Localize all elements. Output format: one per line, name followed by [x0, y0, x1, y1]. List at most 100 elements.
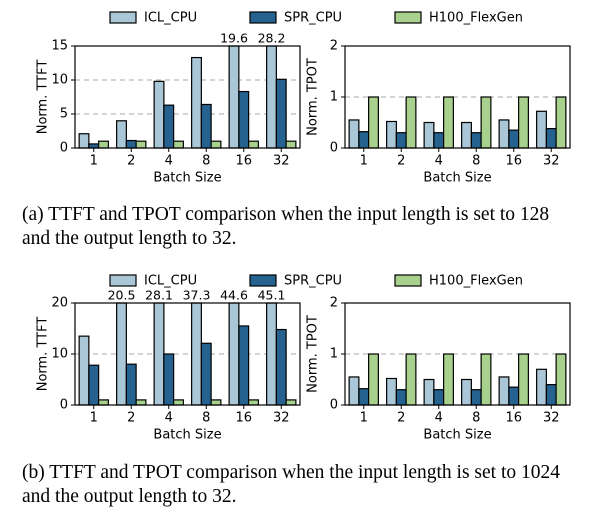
- bar: [461, 378, 472, 406]
- bar: [125, 139, 137, 149]
- bar: [470, 132, 482, 149]
- bar: [78, 133, 90, 149]
- legend-label: SPR_CPU: [284, 11, 342, 26]
- y-tick-label: 1: [330, 90, 338, 105]
- y-axis-label: Norm. TPOT: [306, 58, 321, 136]
- y-tick-label: 0: [330, 141, 338, 156]
- x-axis-label: Batch Size: [153, 171, 221, 186]
- bar: [555, 353, 567, 406]
- x-tick-label: 32: [273, 154, 290, 169]
- value-label: 28.2: [258, 31, 286, 46]
- y-tick-label: 5: [60, 107, 68, 122]
- value-label: 44.6: [220, 288, 248, 303]
- bar: [266, 302, 277, 406]
- bar: [210, 399, 222, 406]
- bar: [536, 368, 547, 406]
- bar: [498, 119, 510, 149]
- bar: [508, 129, 520, 149]
- bar: [135, 140, 147, 149]
- bar: [518, 353, 529, 406]
- x-tick-label: 16: [505, 411, 522, 426]
- bar: [368, 96, 379, 149]
- bar: [153, 80, 165, 149]
- bar: [275, 328, 287, 406]
- bar: [88, 364, 100, 406]
- legend-label: SPR_CPU: [284, 274, 342, 289]
- bar: [248, 399, 259, 406]
- value-label: 28.1: [145, 288, 173, 303]
- x-tick-label: 4: [165, 411, 173, 426]
- bar: [433, 132, 445, 149]
- bar: [545, 384, 557, 406]
- bar: [248, 140, 259, 149]
- x-tick-label: 32: [543, 411, 560, 426]
- value-label: 20.5: [108, 288, 136, 303]
- x-tick-label: 1: [360, 411, 368, 426]
- bar: [228, 45, 240, 149]
- bar: [78, 335, 90, 406]
- x-tick-label: 8: [472, 154, 480, 169]
- bar: [125, 363, 137, 406]
- bar: [480, 96, 492, 149]
- bar: [395, 389, 407, 406]
- y-tick-label: 1: [330, 347, 338, 362]
- bar: [88, 143, 100, 149]
- x-tick-label: 1: [90, 411, 98, 426]
- bar: [191, 56, 202, 149]
- legend-label: H100_FlexGen: [429, 274, 523, 289]
- x-tick-label: 1: [360, 154, 368, 169]
- legend-swatch: [109, 274, 137, 287]
- bar: [163, 104, 175, 149]
- y-axis-label: Norm. TTFT: [36, 317, 51, 392]
- x-tick-label: 2: [127, 411, 135, 426]
- bar: [433, 389, 445, 406]
- x-tick-label: 4: [165, 154, 173, 169]
- plot-frame: [74, 302, 301, 406]
- bar: [116, 302, 127, 406]
- bar: [461, 121, 472, 149]
- caption: (b) TTFT and TPOT comparison when the in…: [22, 462, 561, 507]
- y-tick-label: 2: [330, 39, 338, 54]
- bar: [116, 120, 127, 149]
- bar: [423, 121, 435, 149]
- bar: [200, 342, 212, 406]
- x-tick-label: 2: [127, 154, 135, 169]
- x-tick-label: 1: [90, 154, 98, 169]
- bar: [135, 399, 147, 406]
- bar: [498, 376, 510, 406]
- bar: [98, 140, 109, 149]
- bar: [358, 388, 370, 406]
- bar: [545, 128, 557, 149]
- bar: [173, 140, 184, 149]
- bar: [275, 78, 287, 149]
- bar: [386, 120, 397, 149]
- bar: [348, 376, 360, 406]
- bar: [386, 377, 397, 406]
- bar: [480, 353, 492, 406]
- x-tick-label: 2: [397, 154, 405, 169]
- bar: [470, 389, 482, 406]
- bar: [238, 90, 250, 149]
- bar: [423, 378, 435, 406]
- plot-frame: [74, 45, 301, 149]
- bar: [285, 140, 297, 149]
- bar: [228, 302, 240, 406]
- y-tick-label: 2: [330, 296, 338, 311]
- bar: [358, 131, 370, 149]
- bar: [508, 386, 520, 406]
- caption: (a) TTFT and TPOT comparison when the in…: [22, 204, 550, 249]
- legend-swatch: [109, 11, 137, 24]
- legend-label: ICL_CPU: [144, 274, 197, 289]
- y-axis-label: Norm. TPOT: [306, 315, 321, 393]
- bar: [163, 353, 175, 406]
- x-tick-label: 8: [202, 154, 210, 169]
- value-label: 45.1: [258, 288, 286, 303]
- bar: [368, 353, 379, 406]
- x-tick-label: 4: [435, 154, 443, 169]
- bar: [555, 96, 567, 149]
- y-tick-label: 15: [51, 39, 68, 54]
- legend-label: ICL_CPU: [144, 11, 197, 26]
- y-axis-label: Norm. TTFT: [36, 60, 51, 135]
